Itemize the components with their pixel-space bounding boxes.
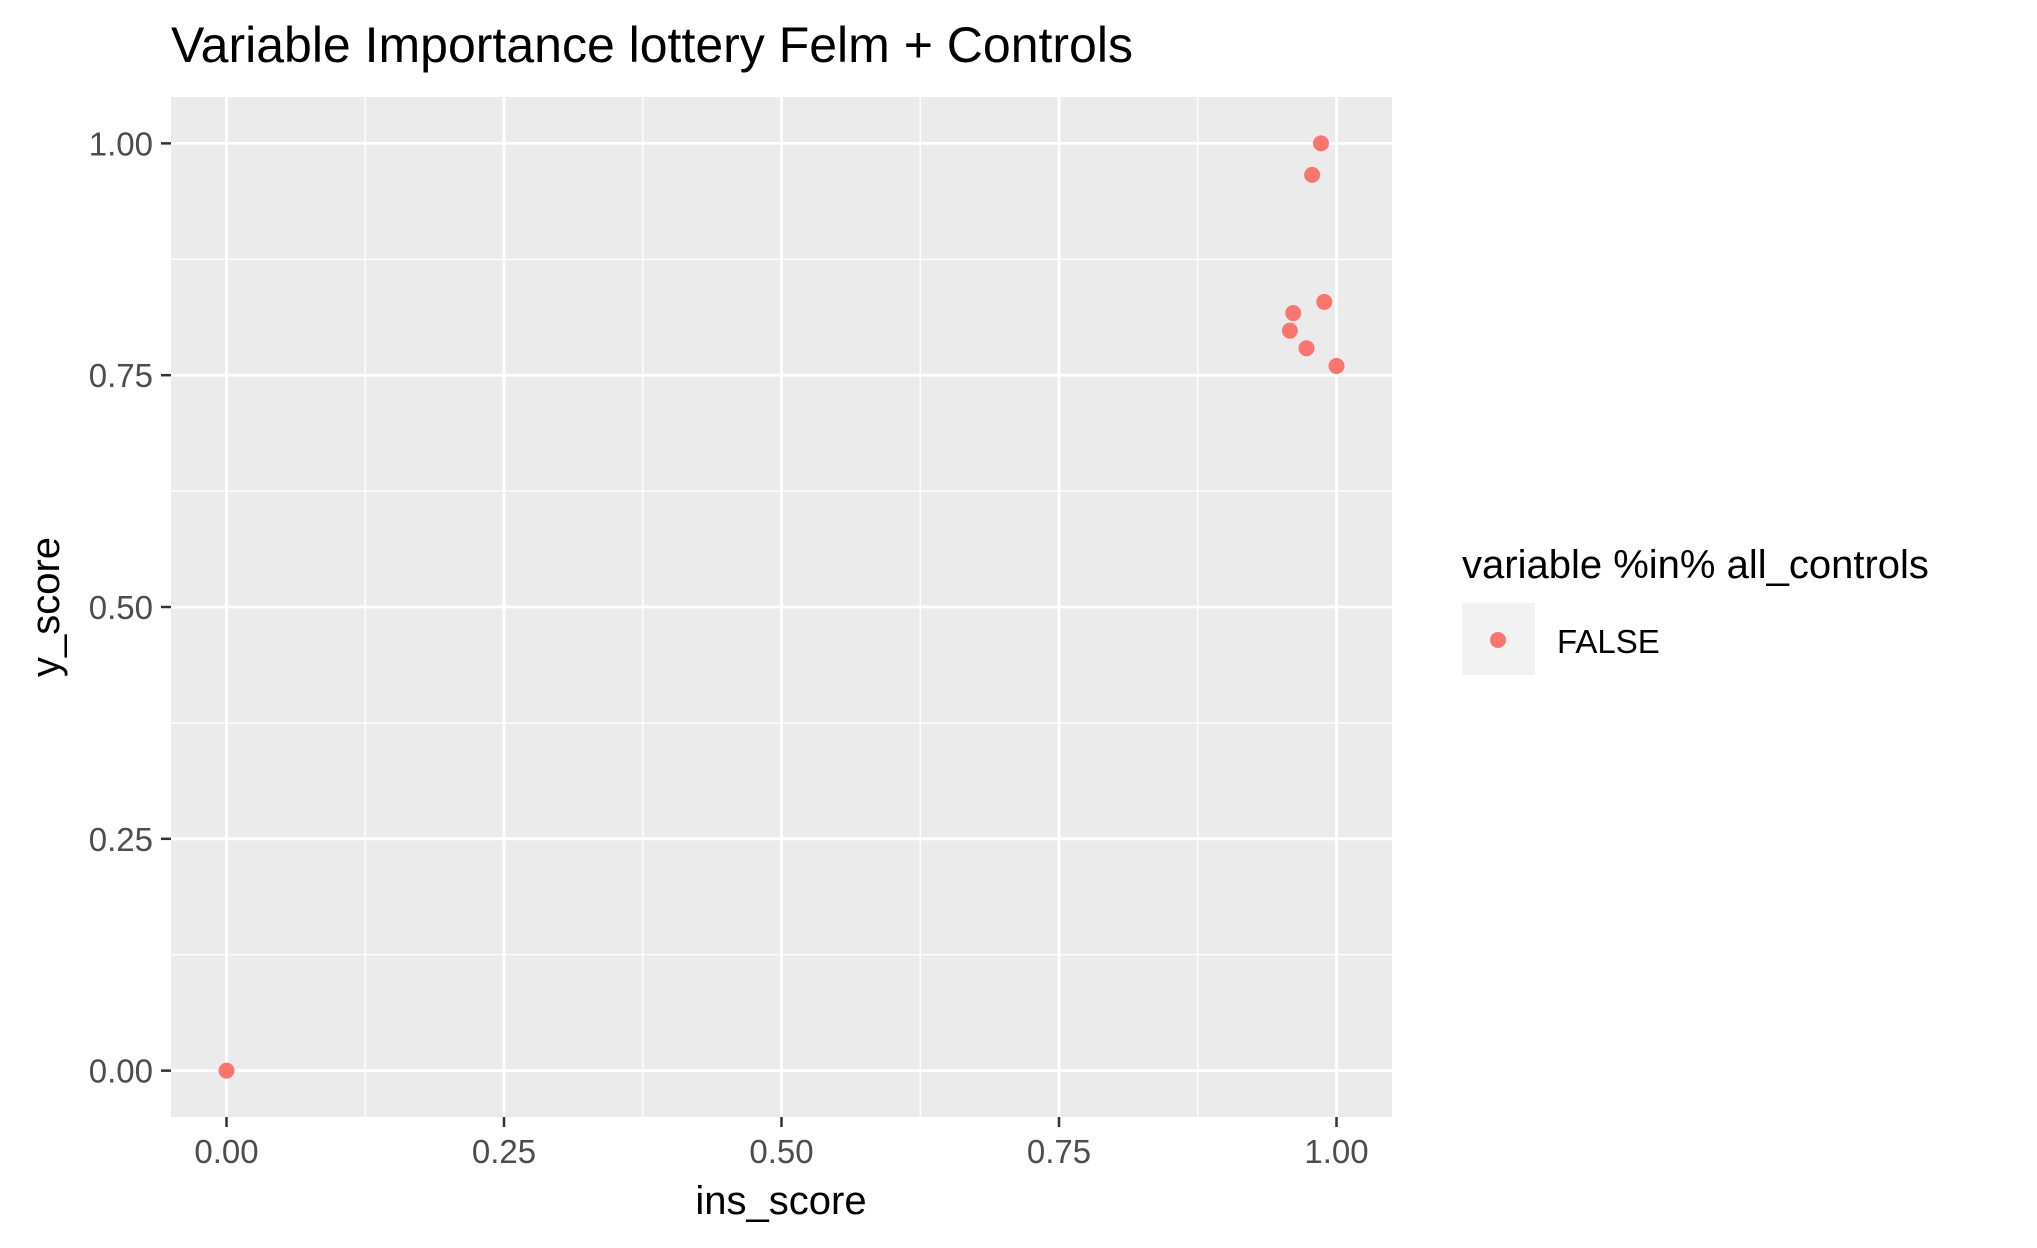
y-tick-label: 1.00 [89,125,153,162]
data-point [1312,135,1329,152]
y-tick-label: 0.00 [89,1053,153,1090]
x-axis-label: ins_score [695,1179,866,1223]
data-points [218,135,1345,1079]
data-point [1304,166,1321,183]
x-tick-label: 0.25 [472,1133,536,1170]
data-point [1316,293,1333,310]
legend-marker [1490,632,1506,648]
y-axis-label: y_score [24,537,68,677]
x-tick-label: 0.50 [749,1133,813,1170]
y-tick-label: 0.50 [89,589,153,626]
y-tick-label: 0.75 [89,357,153,394]
legend: variable %in% all_controls FALSE [1462,543,1929,675]
data-point [1298,340,1315,357]
x-axis: 0.00 0.25 0.50 0.75 1.00 [194,1117,1369,1170]
data-point [1281,322,1298,339]
y-tick-label: 0.25 [89,821,153,858]
data-point [1285,305,1302,322]
y-axis: 0.00 0.25 0.50 0.75 1.00 [89,125,171,1090]
data-point [1328,357,1345,374]
data-point [218,1062,235,1079]
x-tick-label: 1.00 [1304,1133,1368,1170]
grid-major [171,97,1392,1117]
legend-title: variable %in% all_controls [1462,543,1929,587]
chart-title: Variable Importance lottery Felm + Contr… [171,17,1133,73]
x-tick-label: 0.00 [194,1133,258,1170]
legend-label-false: FALSE [1557,623,1660,660]
x-tick-label: 0.75 [1027,1133,1091,1170]
